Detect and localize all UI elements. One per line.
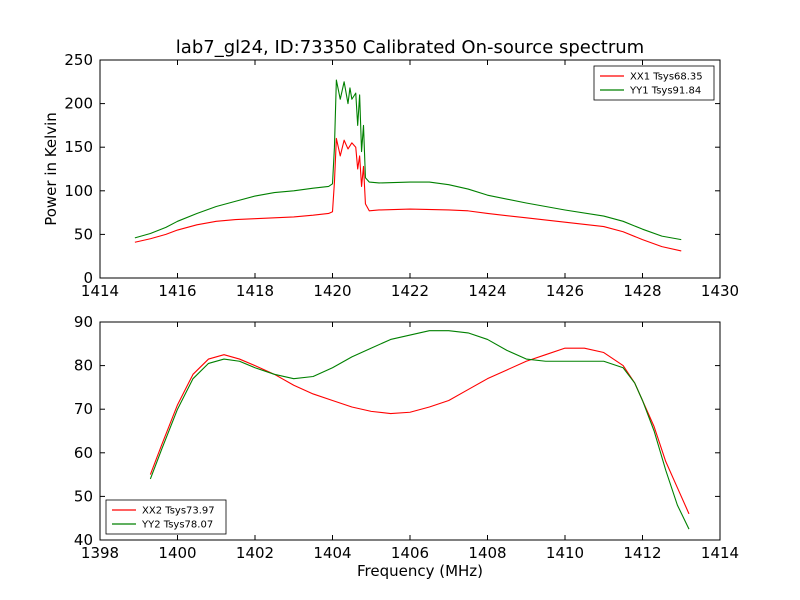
y-tick-label: 40: [74, 531, 93, 549]
x-tick-label: 1414: [701, 544, 739, 562]
y-tick-label: 0: [83, 269, 93, 287]
x-tick-label: 1410: [546, 544, 584, 562]
x-tick-label: 1414: [81, 282, 119, 300]
legend-label: XX1 Tsys68.35: [630, 72, 703, 83]
series-line-1: [149, 347, 690, 515]
x-tick-label: 1418: [236, 282, 274, 300]
x-tick-label: 1400: [158, 544, 196, 562]
figure-title: lab7_gl24, ID:73350 Calibrated On-source…: [176, 37, 644, 58]
x-tick-label: 1426: [546, 282, 584, 300]
legend-label: XX2 Tsys73.97: [142, 506, 215, 517]
x-tick-label: 1398: [81, 544, 119, 562]
x-tick-label: 1428: [623, 282, 661, 300]
y-tick-label: 50: [74, 225, 93, 243]
x-tick-label: 1424: [468, 282, 506, 300]
x-tick-label: 1412: [623, 544, 661, 562]
x-tick-label: 1422: [391, 282, 429, 300]
legend-label: YY1 Tsys91.84: [629, 86, 701, 97]
x-tick-label: 1406: [391, 544, 429, 562]
top-spectrum-plot: 1414 1416 1418 1420 1422 1424 1426 1428 1430 0 50 1…: [42, 51, 739, 300]
y-axis-label: Power in Kelvin: [42, 112, 60, 226]
series-line-1: [134, 137, 682, 252]
y-tick-label: 250: [64, 51, 93, 69]
x-tick-label: 1404: [313, 544, 351, 562]
legend: XX2 Tsys73.97 YY2 Tsys78.07: [105, 499, 227, 535]
series-line-2: [134, 79, 682, 241]
y-tick-label: 70: [74, 400, 93, 418]
x-tick-label: 1430: [701, 282, 739, 300]
x-axis-label: Frequency (MHz): [357, 562, 483, 580]
y-tick-label: 50: [74, 487, 93, 505]
x-tick-label: 1420: [313, 282, 351, 300]
x-tick-label: 1402: [236, 544, 274, 562]
x-tick-label: 1416: [158, 282, 196, 300]
y-tick-label: 80: [74, 357, 93, 375]
y-tick-label: 100: [64, 182, 93, 200]
legend-label: YY2 Tsys78.07: [141, 520, 213, 531]
bottom-spectrum-plot: 1398 1400 1402 1404 1406 1408 1410 1412 1414 40 50…: [74, 313, 739, 580]
y-tick-label: 60: [74, 444, 93, 462]
y-tick-label: 200: [64, 95, 93, 113]
y-tick-label: 90: [74, 313, 93, 331]
legend: XX1 Tsys68.35 YY1 Tsys91.84: [593, 65, 715, 101]
y-tick-label: 150: [64, 138, 93, 156]
x-tick-label: 1408: [468, 544, 506, 562]
series-line-2: [149, 330, 690, 530]
